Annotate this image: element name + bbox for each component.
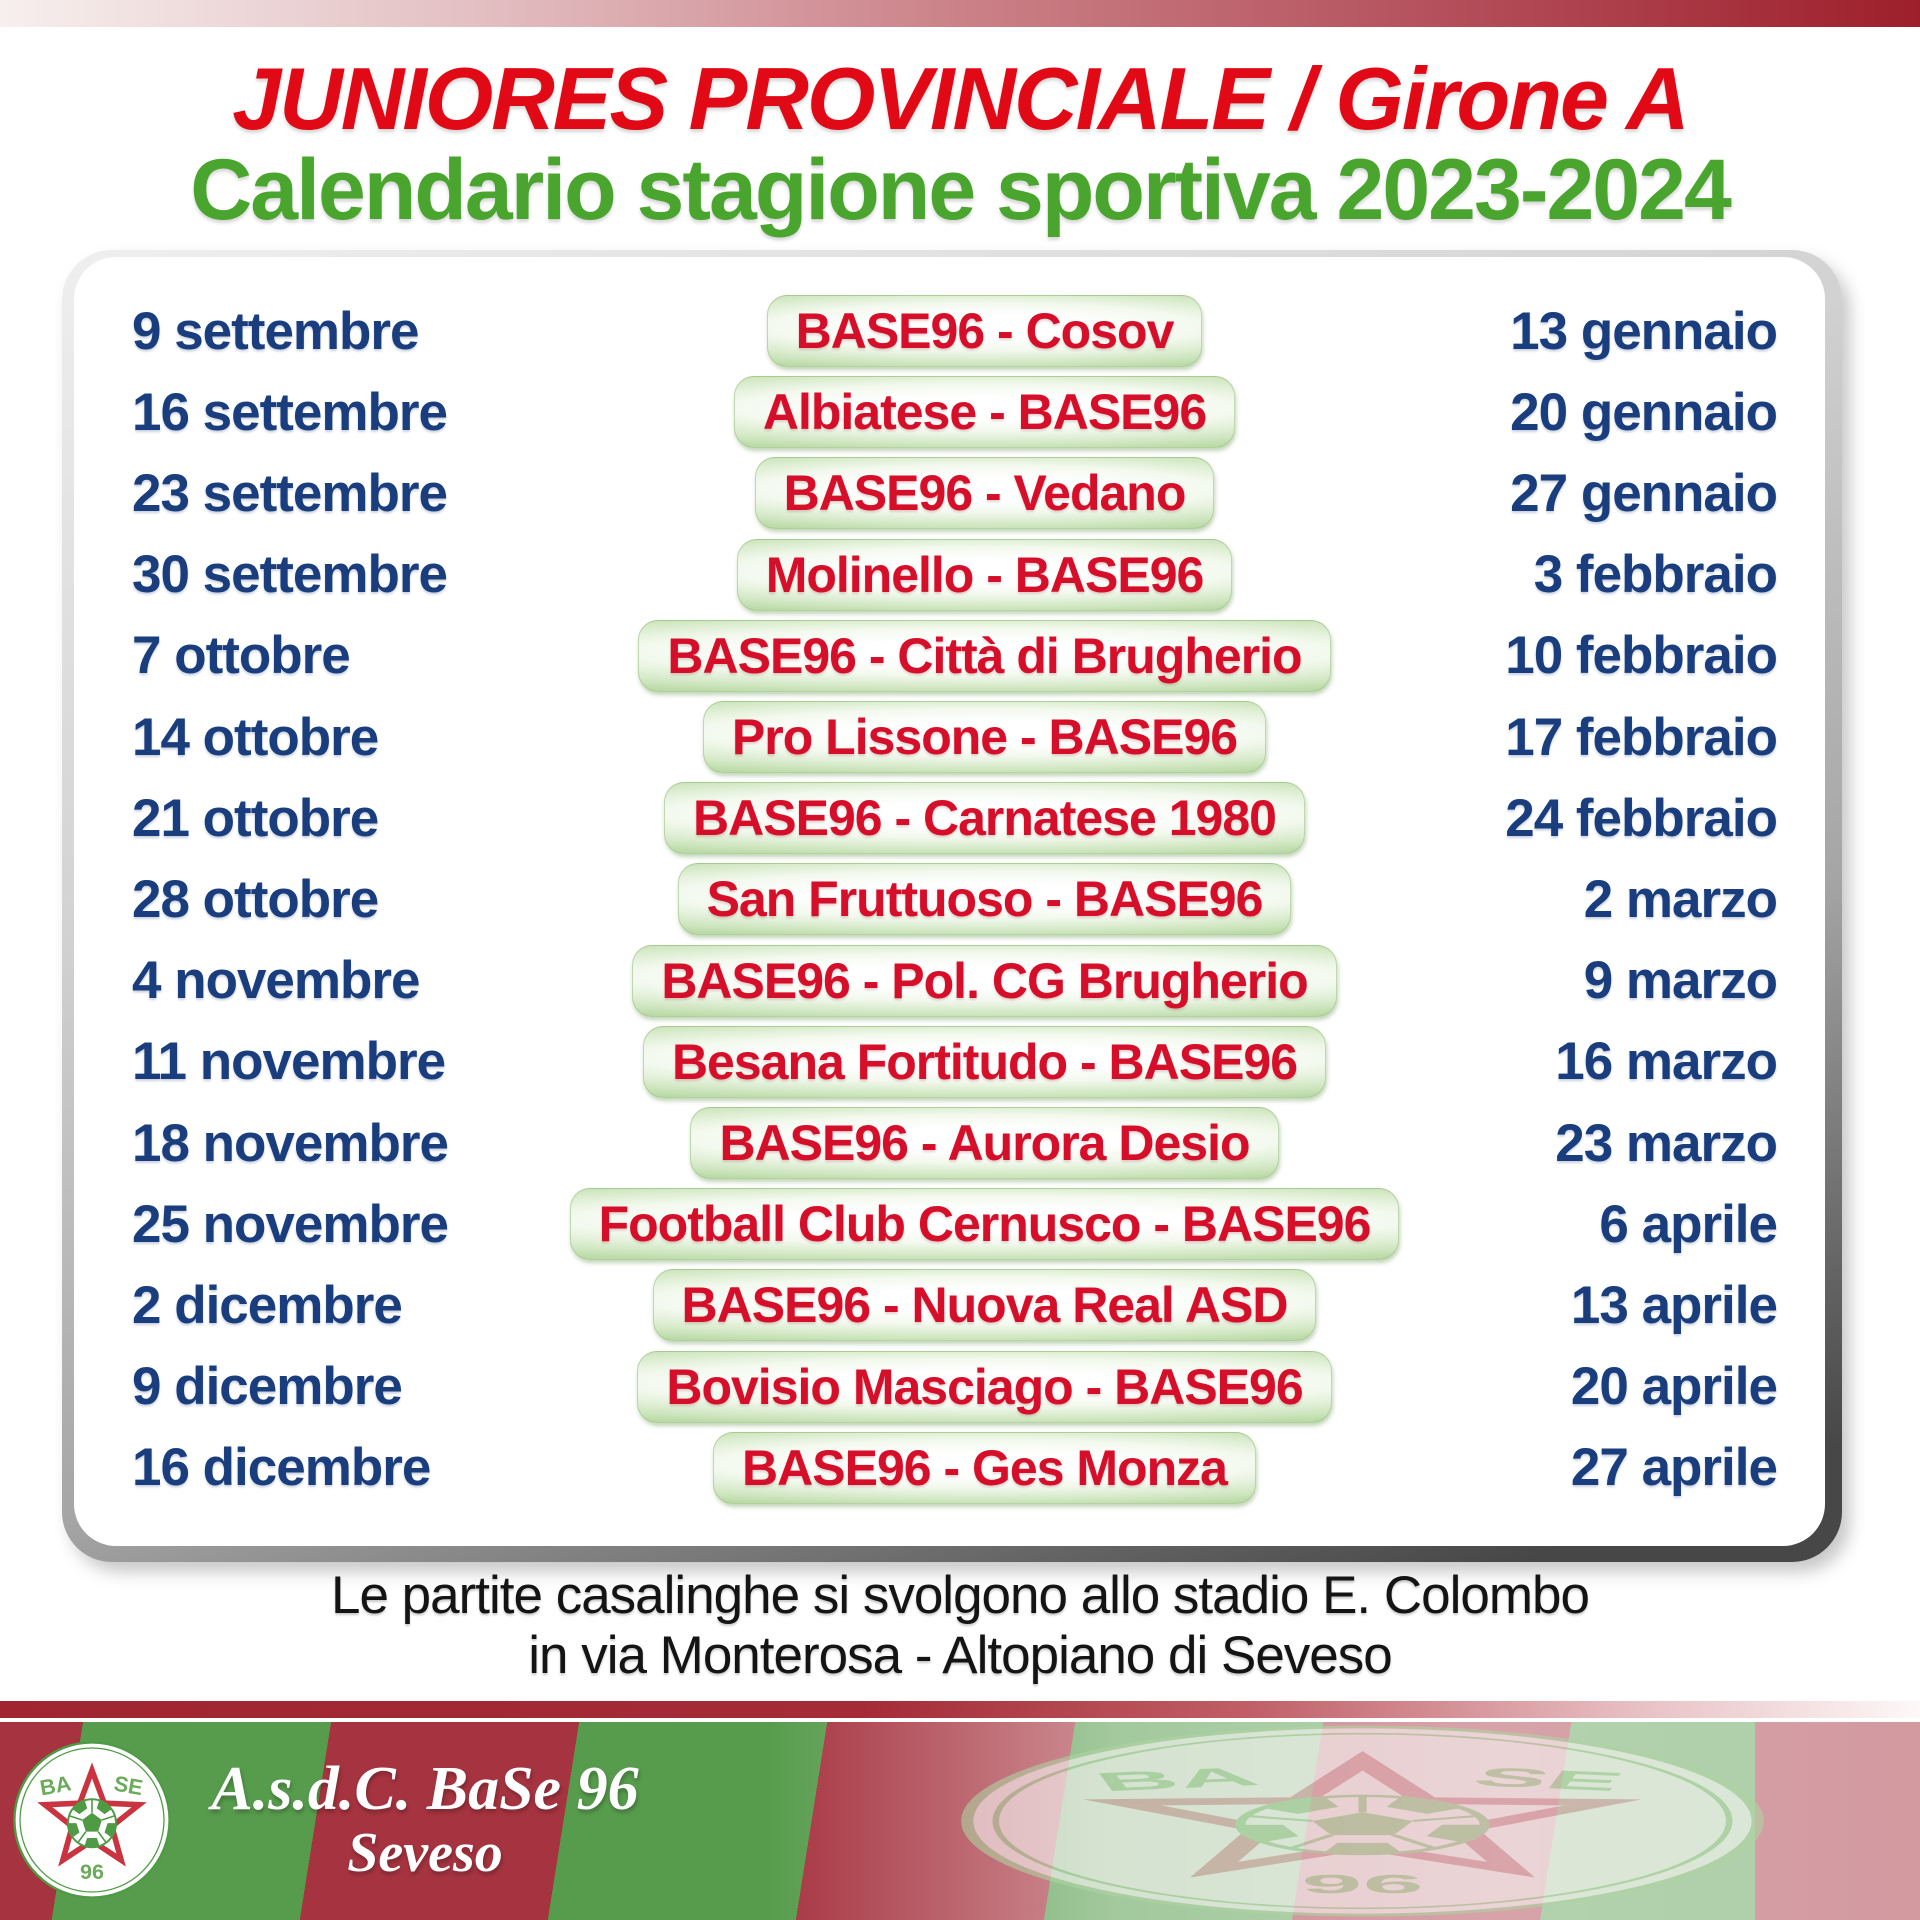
match-date-ritorno: 20 gennaio	[1510, 382, 1778, 442]
match-date-andata: 2 dicembre	[132, 1275, 403, 1335]
club-title: A.s.d.C. BaSe 96 Seveso	[170, 1756, 680, 1884]
match-date-ritorno: 27 aprile	[1570, 1438, 1778, 1498]
footer-banner: BA SE 96 A.s.d.C. BaSe 96 Seveso	[0, 1722, 1920, 1920]
match-pill: BASE96 - Pol. CG Brugherio	[632, 944, 1337, 1017]
match-date-ritorno: 6 aprile	[1599, 1194, 1778, 1254]
schedule-row: 28 ottobre San Fruttuoso - BASE96 2 marz…	[132, 861, 1778, 937]
schedule-row: 11 novembre Besana Fortitudo - BASE96 16…	[132, 1024, 1778, 1100]
match-date-andata: 4 novembre	[132, 951, 421, 1011]
match-cell: BASE96 - Pol. CG Brugherio	[532, 944, 1437, 1017]
match-pill: Football Club Cernusco - BASE96	[569, 1188, 1400, 1261]
match-date-ritorno: 13 gennaio	[1510, 301, 1778, 361]
schedule-row: 16 settembre Albiatese - BASE96 20 genna…	[132, 374, 1778, 450]
schedule-row: 2 dicembre BASE96 - Nuova Real ASD 13 ap…	[132, 1267, 1778, 1343]
match-pill: BASE96 - Nuova Real ASD	[652, 1269, 1317, 1342]
home-venue-note-line2: in via Monterosa - Altopiano di Seveso	[528, 1626, 1393, 1685]
match-cell: Molinello - BASE96	[532, 538, 1437, 611]
match-pill: BASE96 - Città di Brugherio	[638, 619, 1331, 692]
schedule-row: 9 dicembre Bovisio Masciago - BASE96 20 …	[132, 1349, 1778, 1425]
top-gradient-bar	[0, 0, 1920, 27]
schedule-row: 18 novembre BASE96 - Aurora Desio 23 mar…	[132, 1105, 1778, 1181]
match-date-andata: 16 settembre	[132, 382, 448, 442]
match-date-andata: 23 settembre	[132, 463, 448, 523]
match-date-andata: 9 dicembre	[132, 1357, 403, 1417]
match-date-andata: 11 novembre	[132, 1032, 446, 1092]
match-date-andata: 16 dicembre	[132, 1438, 431, 1498]
match-date-andata: 7 ottobre	[132, 626, 351, 686]
match-date-ritorno: 23 marzo	[1555, 1113, 1778, 1173]
schedule-row: 23 settembre BASE96 - Vedano 27 gennaio	[132, 455, 1778, 531]
match-date-ritorno: 13 aprile	[1570, 1275, 1778, 1335]
match-cell: BASE96 - Ges Monza	[532, 1431, 1437, 1504]
footer-gradient-strip	[0, 1701, 1920, 1718]
match-cell: BASE96 - Nuova Real ASD	[532, 1269, 1437, 1342]
match-pill: Albiatese - BASE96	[733, 376, 1236, 449]
match-pill: San Fruttuoso - BASE96	[677, 863, 1292, 936]
match-cell: BASE96 - Vedano	[532, 457, 1437, 530]
match-cell: San Fruttuoso - BASE96	[532, 863, 1437, 936]
match-date-ritorno: 27 gennaio	[1510, 463, 1778, 523]
match-date-ritorno: 20 aprile	[1570, 1357, 1778, 1417]
schedule-row: 14 ottobre Pro Lissone - BASE96 17 febbr…	[132, 699, 1778, 775]
match-date-ritorno: 10 febbraio	[1505, 626, 1778, 686]
match-pill: Pro Lissone - BASE96	[702, 701, 1267, 774]
schedule-card-frame: 9 settembre BASE96 - Cosov 13 gennaio 16…	[62, 250, 1842, 1562]
match-cell: Bovisio Masciago - BASE96	[532, 1350, 1437, 1423]
match-pill: Besana Fortitudo - BASE96	[642, 1025, 1327, 1098]
match-cell: Besana Fortitudo - BASE96	[532, 1025, 1437, 1098]
schedule-row: 30 settembre Molinello - BASE96 3 febbra…	[132, 537, 1778, 613]
match-cell: BASE96 - Città di Brugherio	[532, 619, 1437, 692]
match-cell: Pro Lissone - BASE96	[532, 701, 1437, 774]
club-badge-watermark	[955, 1724, 1770, 1918]
match-date-andata: 14 ottobre	[132, 707, 379, 767]
match-date-ritorno: 2 marzo	[1583, 869, 1778, 929]
club-city: Seveso	[347, 1822, 503, 1884]
schedule-row: 21 ottobre BASE96 - Carnatese 1980 24 fe…	[132, 780, 1778, 856]
match-date-andata: 28 ottobre	[132, 869, 379, 929]
match-cell: BASE96 - Carnatese 1980	[532, 782, 1437, 855]
match-date-ritorno: 16 marzo	[1555, 1032, 1778, 1092]
match-cell: BASE96 - Cosov	[532, 295, 1437, 367]
schedule-row: 7 ottobre BASE96 - Città di Brugherio 10…	[132, 618, 1778, 694]
match-date-andata: 30 settembre	[132, 545, 448, 605]
match-cell: Football Club Cernusco - BASE96	[532, 1188, 1437, 1261]
schedule-row: 9 settembre BASE96 - Cosov 13 gennaio	[132, 293, 1778, 369]
schedule-row: 16 dicembre BASE96 - Ges Monza 27 aprile	[132, 1430, 1778, 1506]
match-pill: BASE96 - Carnatese 1980	[664, 782, 1305, 855]
match-date-ritorno: 9 marzo	[1583, 951, 1778, 1011]
match-pill: Molinello - BASE96	[736, 538, 1233, 611]
page-subtitle: Calendario stagione sportiva 2023-2024	[190, 142, 1732, 239]
header: JUNIORES PROVINCIALE / Girone A Calendar…	[0, 27, 1920, 233]
match-date-andata: 18 novembre	[132, 1113, 449, 1173]
home-venue-note-line1: Le partite casalinghe si svolgono allo s…	[330, 1566, 1590, 1625]
match-date-ritorno: 24 febbraio	[1505, 788, 1778, 848]
match-date-andata: 25 novembre	[132, 1194, 449, 1254]
match-date-ritorno: 3 febbraio	[1533, 545, 1778, 605]
home-venue-note: Le partite casalinghe si svolgono allo s…	[0, 1566, 1920, 1686]
match-cell: Albiatese - BASE96	[532, 376, 1437, 449]
schedule-row: 25 novembre Football Club Cernusco - BAS…	[132, 1186, 1778, 1262]
match-cell: BASE96 - Aurora Desio	[532, 1107, 1437, 1180]
schedule-row: 4 novembre BASE96 - Pol. CG Brugherio 9 …	[132, 943, 1778, 1019]
match-date-ritorno: 17 febbraio	[1505, 707, 1778, 767]
page-title: JUNIORES PROVINCIALE / Girone A	[232, 49, 1689, 148]
match-pill: BASE96 - Vedano	[754, 457, 1215, 530]
club-name: A.s.d.C. BaSe 96	[211, 1755, 639, 1823]
match-pill: Bovisio Masciago - BASE96	[637, 1350, 1332, 1423]
club-badge-icon	[12, 1740, 172, 1900]
match-date-andata: 21 ottobre	[132, 788, 379, 848]
match-date-andata: 9 settembre	[132, 301, 420, 361]
match-pill: BASE96 - Cosov	[766, 295, 1203, 367]
schedule-card: 9 settembre BASE96 - Cosov 13 gennaio 16…	[74, 257, 1825, 1546]
match-pill: BASE96 - Aurora Desio	[690, 1107, 1279, 1180]
match-pill: BASE96 - Ges Monza	[713, 1431, 1256, 1504]
